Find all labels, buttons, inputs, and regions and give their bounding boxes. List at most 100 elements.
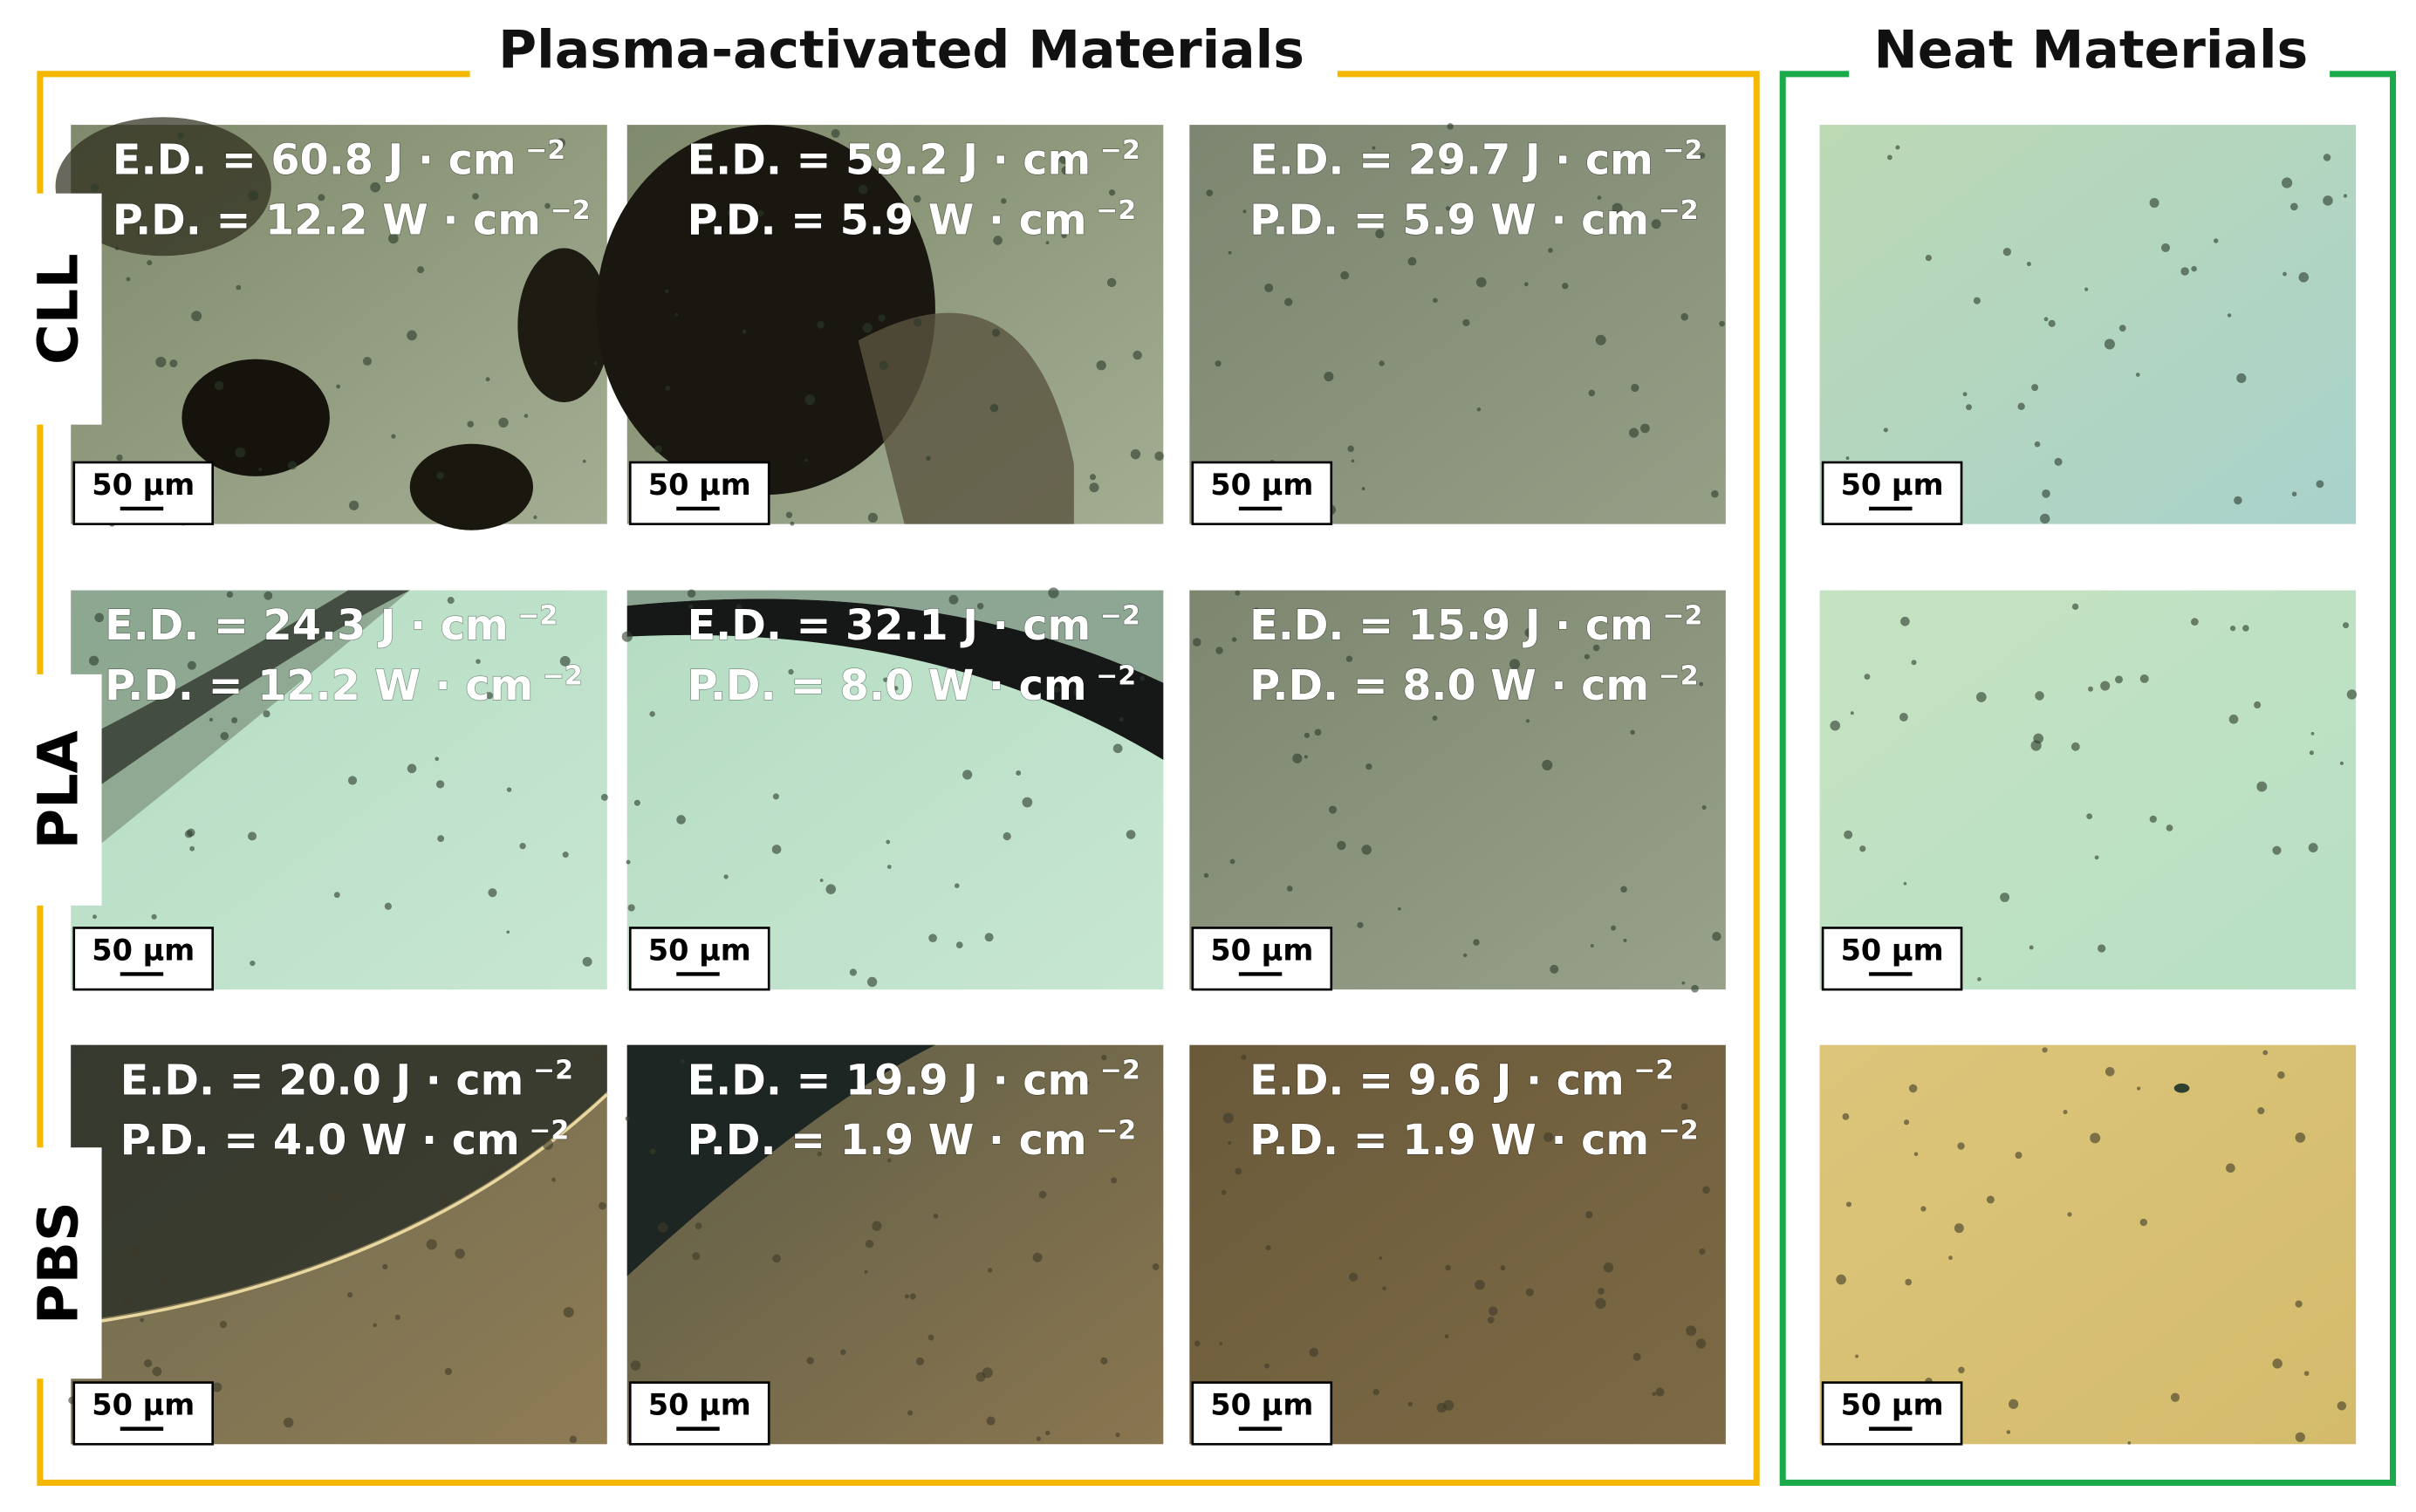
pd-label: P.D. = 1.9 W · cm −2	[688, 1115, 1137, 1165]
scale-bar: 50 µm	[72, 461, 215, 525]
scale-label: 50 µm	[1841, 1388, 1944, 1422]
particle	[1235, 590, 1241, 596]
particle	[2070, 742, 2080, 751]
particle	[347, 1292, 353, 1298]
particle	[955, 941, 963, 948]
particle	[2289, 202, 2298, 211]
particle	[1345, 655, 1353, 662]
scale-label: 50 µm	[1210, 934, 1313, 968]
particle	[1620, 886, 1627, 893]
particle	[247, 831, 257, 841]
particle	[1361, 487, 1365, 491]
particle	[2035, 691, 2044, 701]
particle	[2309, 750, 2314, 756]
ed-label: E.D. = 19.9 J · cm −2	[688, 1056, 1140, 1105]
particle	[373, 1323, 377, 1328]
scale-bar: 50 µm	[1821, 927, 1963, 991]
micrograph: 50 µm	[1819, 125, 2357, 525]
ed-text: E.D. = 60.8 J · cm	[113, 137, 517, 185]
particle	[1500, 1265, 1506, 1271]
particle	[90, 182, 99, 192]
micrograph-image	[1189, 1044, 1726, 1445]
particle	[2100, 681, 2111, 691]
particle	[1701, 804, 1707, 810]
particle	[1016, 770, 1022, 776]
pd-exponent: −2	[1096, 195, 1136, 226]
particle	[1612, 202, 1623, 214]
particle	[2139, 1218, 2148, 1227]
particle	[1588, 389, 1596, 397]
particle	[1264, 1363, 1270, 1369]
particle	[1623, 938, 1627, 942]
particle	[1100, 1357, 1108, 1365]
particle	[1699, 1248, 1706, 1255]
particle	[886, 865, 892, 869]
particle	[785, 511, 793, 518]
particle	[859, 184, 868, 195]
particle	[333, 892, 340, 899]
particle	[1407, 257, 1417, 266]
particle	[665, 386, 671, 391]
micrograph: 50 µm	[1189, 1044, 1726, 1446]
particle	[444, 1367, 452, 1376]
scale-label: 50 µm	[92, 468, 195, 502]
feature	[409, 443, 534, 530]
particle	[122, 1296, 132, 1306]
particle	[1231, 637, 1237, 642]
particle	[1073, 687, 1084, 697]
particle	[506, 930, 510, 934]
particle	[2191, 265, 2197, 272]
particle	[1463, 953, 1468, 958]
particle	[2015, 1152, 2022, 1160]
particle	[1203, 872, 1209, 879]
particle	[2063, 1110, 2068, 1115]
particle	[2006, 1430, 2011, 1434]
particle	[630, 1360, 641, 1371]
particle	[1286, 886, 1293, 892]
ed-text: E.D. = 32.1 J · cm	[688, 602, 1092, 650]
particle	[2127, 1440, 2132, 1445]
particle	[177, 132, 184, 140]
particle	[1222, 1112, 1234, 1124]
particle	[2295, 1300, 2303, 1308]
ed-label: E.D. = 20.0 J · cm −2	[120, 1056, 573, 1105]
particle	[2295, 1132, 2306, 1143]
particle	[1061, 166, 1070, 175]
particle	[1470, 1080, 1475, 1084]
particle	[872, 1221, 882, 1231]
particle	[2054, 457, 2063, 466]
particle	[772, 793, 779, 800]
particle	[1444, 1334, 1449, 1339]
plasma-frame	[37, 71, 1760, 1486]
particle	[1845, 1201, 1852, 1208]
particle	[436, 472, 444, 480]
feature	[858, 312, 1074, 524]
particle	[92, 914, 97, 920]
particle	[1351, 459, 1355, 463]
particle	[370, 181, 380, 193]
particle	[804, 394, 816, 406]
pd-exponent: −2	[543, 660, 583, 691]
particle	[866, 976, 878, 988]
particle	[235, 447, 246, 458]
particle	[2002, 248, 2011, 257]
scale-label: 50 µm	[92, 1388, 195, 1422]
particle	[1292, 753, 1303, 763]
particle	[993, 236, 1003, 245]
particle	[1954, 1223, 1964, 1234]
particle	[2256, 781, 2268, 792]
particle	[2031, 384, 2039, 392]
particle	[2033, 733, 2044, 744]
particle	[1913, 1152, 1919, 1157]
particle	[879, 360, 888, 370]
particle	[126, 277, 131, 282]
particle	[831, 128, 840, 138]
particle	[649, 711, 655, 717]
particle	[883, 677, 888, 682]
particle	[2236, 373, 2247, 384]
particle	[593, 361, 598, 366]
particle	[94, 612, 105, 623]
particle	[479, 1172, 486, 1179]
particle	[1140, 675, 1145, 681]
